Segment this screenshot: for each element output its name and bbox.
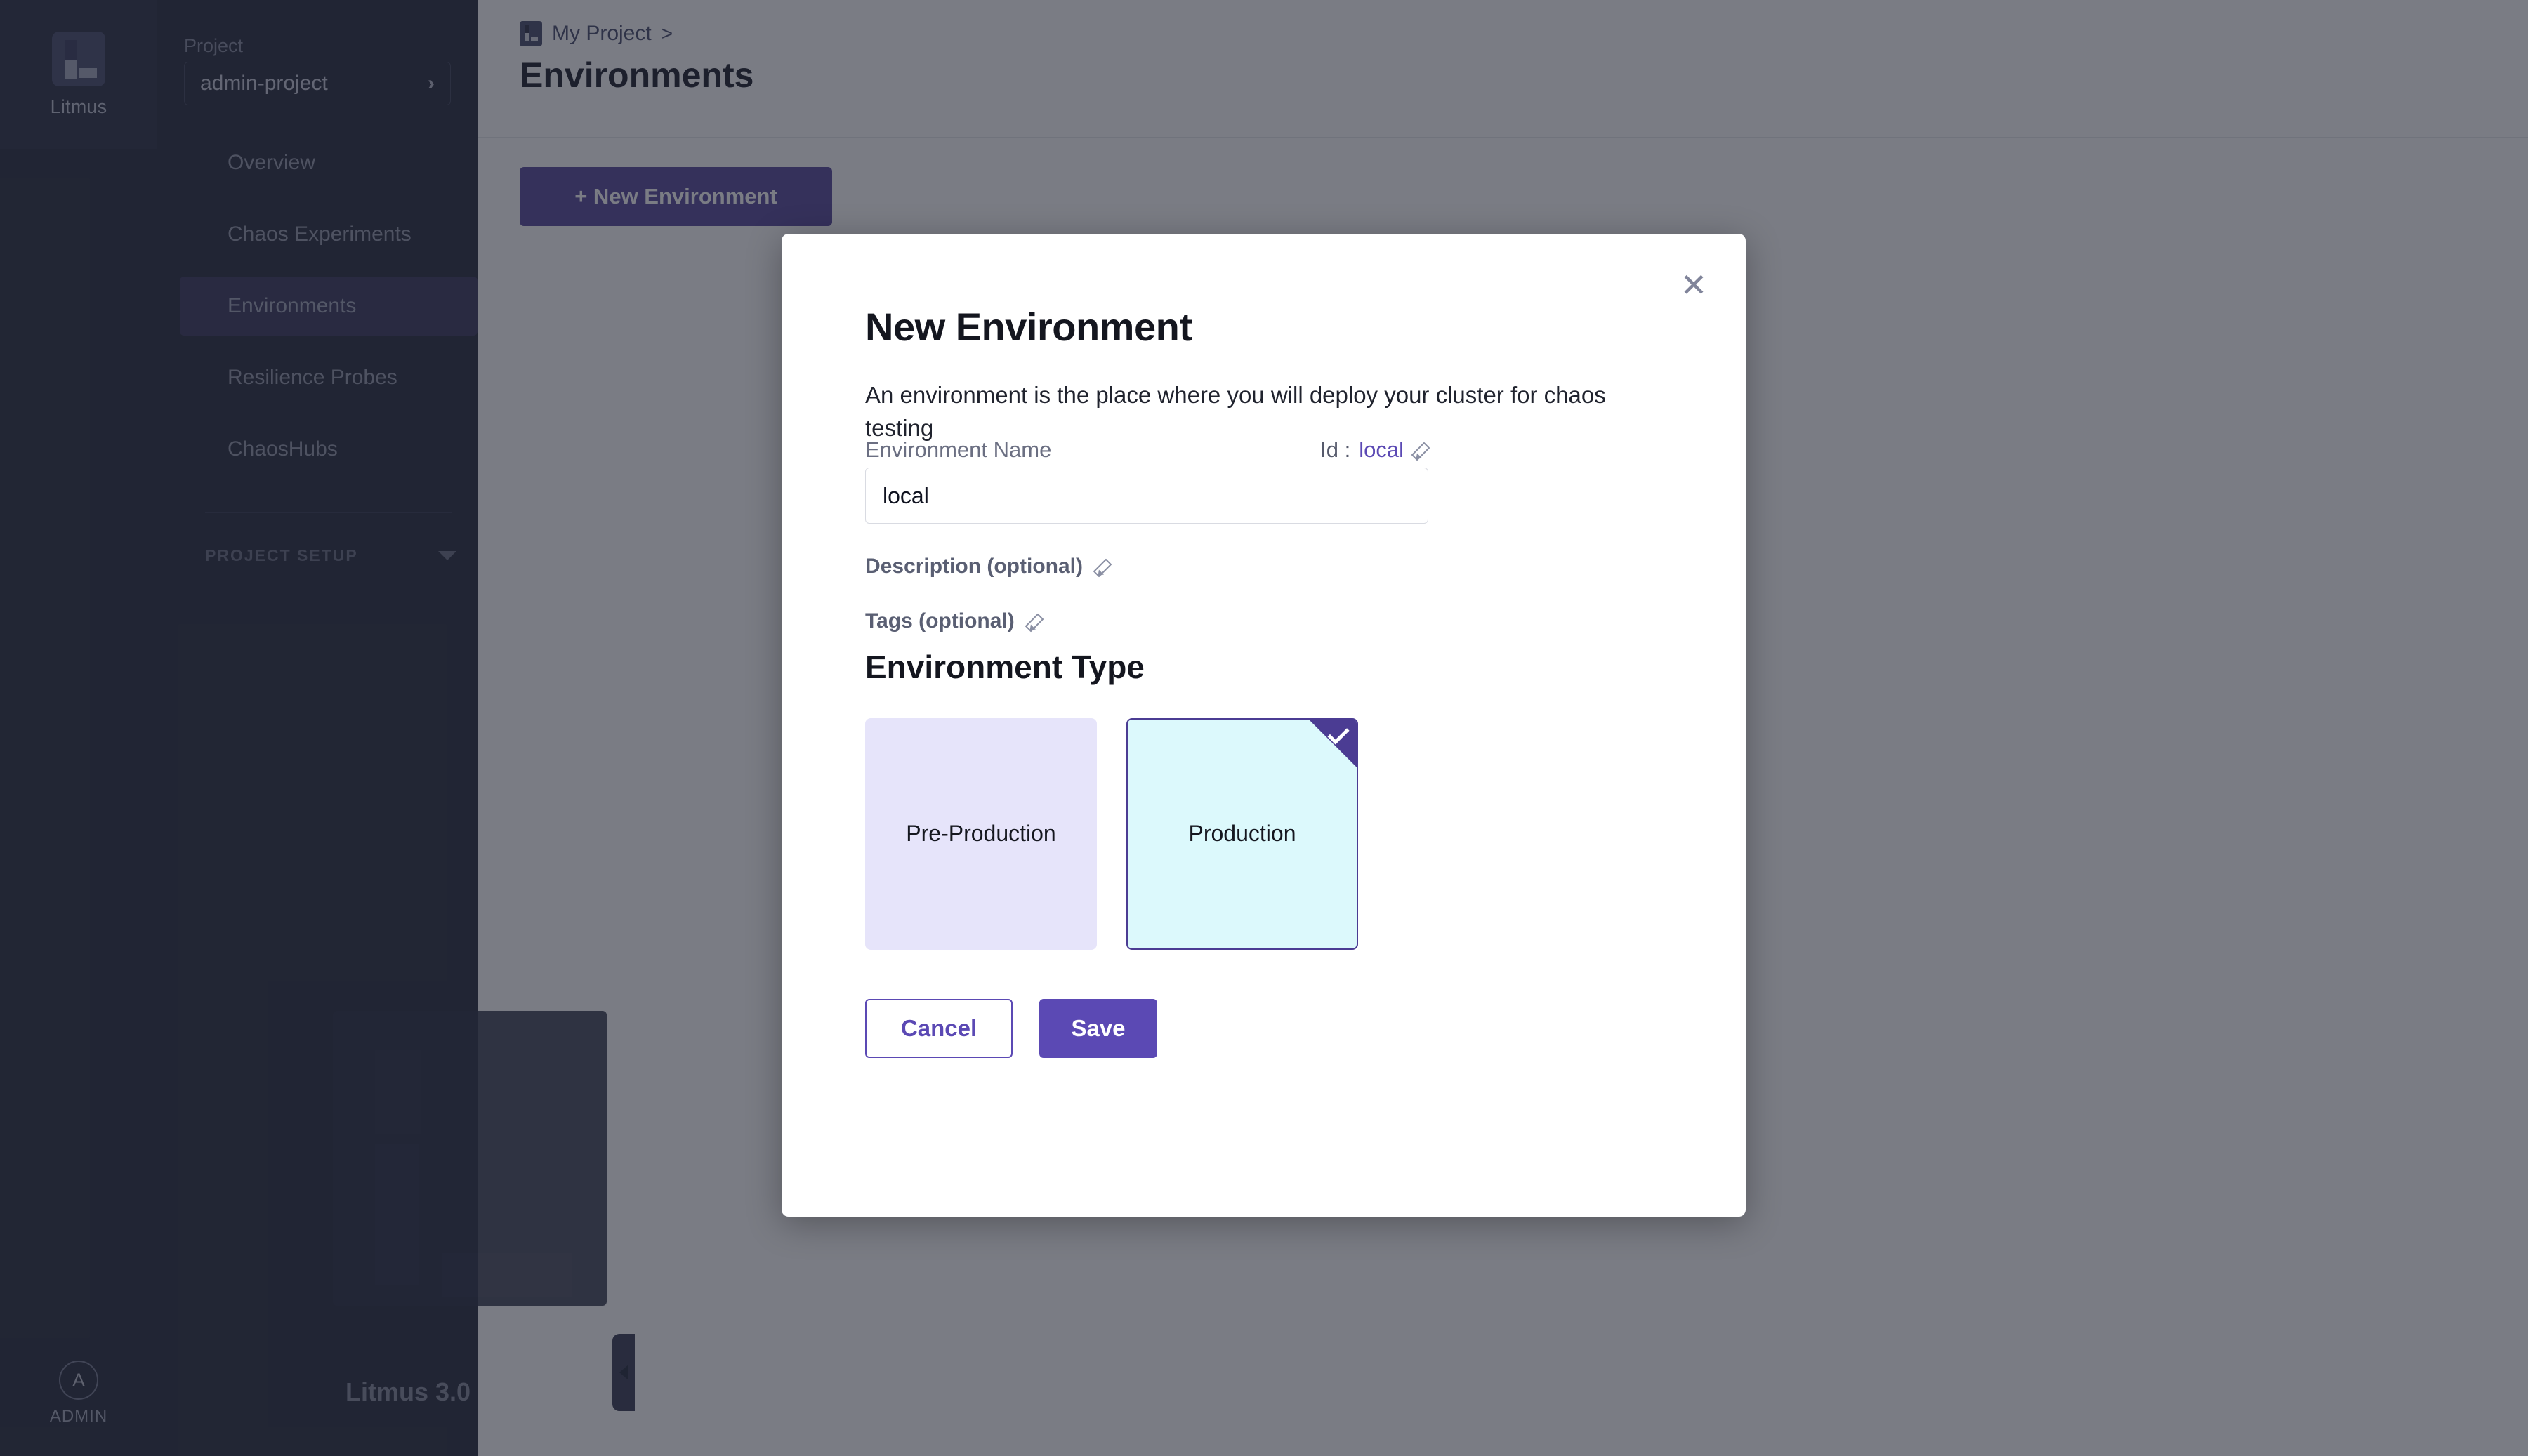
environment-id-prefix: Id : — [1320, 437, 1351, 462]
cancel-button[interactable]: Cancel — [865, 999, 1013, 1058]
close-icon[interactable]: ✕ — [1680, 267, 1708, 303]
pencil-icon[interactable] — [1412, 441, 1430, 459]
environment-type-cards: Pre-Production Production — [865, 718, 1358, 950]
pencil-icon[interactable] — [1094, 557, 1112, 576]
environment-name-label: Environment Name — [865, 437, 1052, 462]
tags-field-row[interactable]: Tags (optional) — [865, 609, 1044, 633]
pencil-icon[interactable] — [1026, 612, 1044, 630]
environment-name-header: Environment Name Id : local — [865, 437, 1430, 463]
environment-type-pre-production[interactable]: Pre-Production — [865, 718, 1097, 950]
environment-id-group[interactable]: Id : local — [1320, 437, 1430, 463]
environment-name-input[interactable] — [865, 468, 1428, 524]
description-label: Description (optional) — [865, 555, 1083, 578]
environment-type-production[interactable]: Production — [1126, 718, 1358, 950]
save-button[interactable]: Save — [1039, 999, 1157, 1058]
new-environment-modal: ✕ New Environment An environment is the … — [782, 234, 1746, 1217]
environment-type-title: Environment Type — [865, 649, 1145, 685]
environment-type-production-label: Production — [1188, 821, 1296, 847]
description-field-row[interactable]: Description (optional) — [865, 555, 1112, 578]
modal-title: New Environment — [865, 305, 1192, 349]
modal-subtitle: An environment is the place where you wi… — [865, 382, 1606, 441]
modal-actions: Cancel Save — [865, 999, 1157, 1058]
tags-label: Tags (optional) — [865, 609, 1015, 633]
environment-type-pre-production-label: Pre-Production — [906, 821, 1056, 847]
environment-id-value[interactable]: local — [1359, 437, 1404, 462]
selected-corner-ribbon — [1309, 720, 1357, 767]
